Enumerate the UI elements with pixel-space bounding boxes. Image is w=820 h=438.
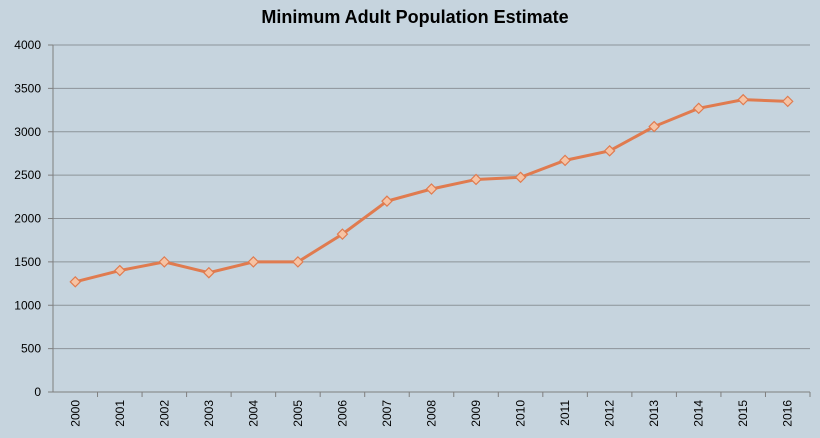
data-point: [692, 102, 705, 115]
x-tick-label: 2000: [68, 400, 82, 427]
data-point: [514, 171, 527, 184]
x-tick-label: 2003: [202, 400, 216, 427]
data-point: [603, 144, 616, 157]
x-tick-label: 2005: [291, 400, 305, 427]
data-point: [648, 120, 660, 133]
x-tick-label: 2012: [603, 400, 617, 427]
x-tick-label: 2007: [380, 400, 394, 427]
x-tick-label: 2011: [558, 400, 572, 426]
x-tick-label: 2006: [335, 400, 349, 427]
data-point: [336, 228, 349, 240]
x-tick-label: 2016: [781, 400, 795, 427]
x-tick-label: 2014: [692, 400, 706, 427]
data-point: [247, 256, 260, 268]
data-point: [292, 256, 304, 268]
data-point: [737, 93, 750, 106]
y-tick-label: 3000: [14, 125, 41, 139]
data-point: [69, 275, 82, 288]
y-tick-label: 0: [34, 385, 41, 399]
data-point: [158, 256, 171, 268]
x-tick-label: 2001: [113, 400, 127, 427]
x-tick-label: 2002: [157, 400, 171, 427]
x-tick-label: 2009: [469, 400, 483, 427]
y-tick-label: 2000: [14, 212, 41, 226]
y-tick-label: 1000: [14, 298, 41, 312]
data-point: [381, 195, 393, 207]
data-point: [113, 264, 126, 277]
x-tick-label: 2004: [246, 400, 260, 427]
y-tick-label: 3500: [14, 81, 41, 95]
data-point: [203, 266, 215, 279]
x-tick-label: 2008: [425, 400, 439, 427]
x-tick-label: 2010: [514, 400, 528, 427]
y-tick-label: 1500: [14, 255, 41, 269]
y-tick-label: 4000: [14, 38, 41, 52]
y-tick-label: 2500: [14, 168, 41, 182]
data-point: [470, 173, 482, 186]
x-tick-label: 2013: [647, 400, 661, 427]
chart-title: Minimum Adult Population Estimate: [261, 7, 568, 27]
y-tick-label: 500: [21, 342, 41, 356]
x-tick-label: 2015: [736, 400, 750, 427]
data-point: [559, 154, 571, 167]
data-point: [781, 95, 794, 108]
data-point: [425, 183, 438, 195]
